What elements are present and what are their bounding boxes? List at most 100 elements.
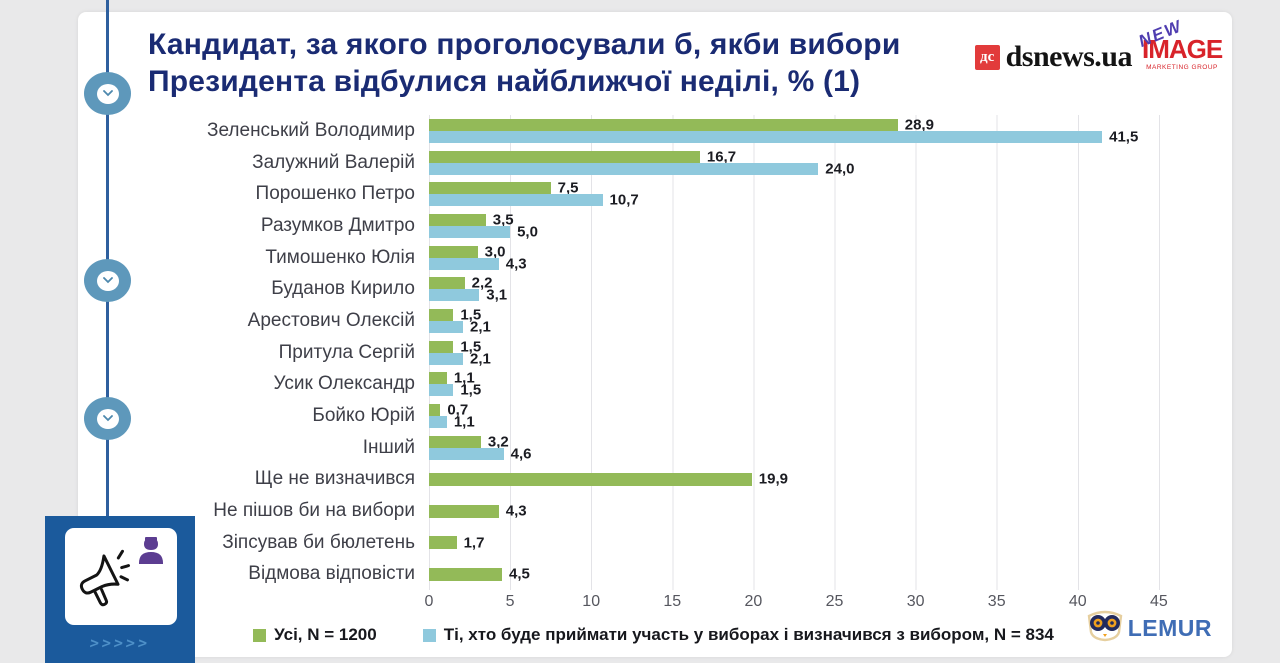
category-label: Відмова відповісти bbox=[248, 563, 415, 585]
value-label: 24,0 bbox=[825, 160, 855, 178]
dsnews-wordmark: dsnews.ua bbox=[1005, 40, 1133, 73]
value-label: 7,5 bbox=[557, 179, 579, 197]
x-tick-label: 45 bbox=[1149, 593, 1168, 611]
value-label: 0,7 bbox=[447, 401, 469, 419]
bar: 16,7 bbox=[429, 148, 736, 165]
x-tick-label: 20 bbox=[744, 593, 763, 611]
value-label: 1,5 bbox=[460, 381, 482, 399]
bar-group: 16,7 24,0 bbox=[429, 146, 1169, 179]
bar-group: 28,9 41,5 bbox=[429, 115, 1169, 147]
bar-group: 3,2 4,6 bbox=[429, 431, 1169, 464]
new-image-subtitle: MARKETING GROUP bbox=[1146, 64, 1218, 71]
value-label: 1,5 bbox=[460, 338, 482, 356]
value-label: 4,6 bbox=[510, 445, 532, 463]
chart-row: Разумков Дмитро 3,5 5,0 bbox=[138, 210, 1184, 242]
bar: 4,3 bbox=[429, 255, 527, 272]
promo-tile: >>>>> bbox=[45, 516, 195, 663]
bar: 3,0 bbox=[429, 243, 506, 260]
chevron-down-icon bbox=[96, 83, 119, 104]
chart-row: Відмова відповісти 4,5 bbox=[138, 558, 1184, 591]
bar: 1,5 bbox=[429, 306, 481, 323]
x-tick-label: 40 bbox=[1068, 593, 1087, 611]
bar-group: 1,5 2,1 bbox=[429, 336, 1169, 369]
category-label: Арестович Олексій bbox=[247, 309, 415, 331]
bar-group: 3,5 5,0 bbox=[429, 210, 1169, 242]
bar-group: 1,7 bbox=[429, 526, 1169, 559]
category-label: Порошенко Петро bbox=[255, 183, 415, 205]
x-tick-label: 15 bbox=[663, 593, 682, 611]
bar: 10,7 bbox=[429, 192, 639, 209]
bar: 1,5 bbox=[429, 338, 481, 355]
chart-row: Усик Олександр 1,1 1,5 bbox=[138, 368, 1184, 401]
x-tick-label: 10 bbox=[582, 593, 601, 611]
bar: 1,1 bbox=[429, 414, 475, 431]
bar: 1,1 bbox=[429, 370, 475, 387]
x-axis: 0 5 10 15 20 25 30 35 40 45 bbox=[138, 590, 1184, 616]
category-label: Притула Сергій bbox=[278, 341, 415, 363]
value-label: 3,5 bbox=[492, 211, 514, 229]
chart-row: Тимошенко Юлія 3,0 4,3 bbox=[138, 241, 1184, 274]
bar: 7,5 bbox=[429, 180, 579, 197]
category-label: Інший bbox=[362, 436, 415, 458]
bar-group: 0,7 1,1 bbox=[429, 400, 1169, 432]
bar-group: 3,0 4,3 bbox=[429, 241, 1169, 274]
chart-row: Залужний Валерій 16,7 24,0 bbox=[138, 146, 1184, 179]
person-icon bbox=[135, 535, 167, 572]
megaphone-icon bbox=[73, 546, 137, 615]
legend-swatch-voters bbox=[422, 628, 436, 642]
legend-swatch-all bbox=[253, 628, 267, 642]
bar: 0,7 bbox=[429, 402, 468, 419]
chart-rows: Зеленський Володимир 28,9 41,5 Залужний Вал… bbox=[138, 115, 1184, 591]
chart-row: Інший 3,2 4,6 bbox=[138, 431, 1184, 464]
category-label: Буданов Кирило bbox=[271, 278, 415, 300]
bar: 5,0 bbox=[429, 223, 538, 240]
timeline-bullet-button-3[interactable] bbox=[84, 397, 131, 440]
chart-row: Бойко Юрій 0,7 1,1 bbox=[138, 400, 1184, 432]
chart-row: Не пішов би на вибори 4,3 bbox=[138, 495, 1184, 527]
value-label: 2,2 bbox=[471, 274, 493, 292]
timeline-bullet-button-2[interactable] bbox=[84, 259, 131, 302]
chart-row: Притула Сергій 1,5 2,1 bbox=[138, 336, 1184, 369]
bar-group: 19,9 bbox=[429, 463, 1169, 496]
value-label: 3,2 bbox=[487, 433, 509, 451]
bar: 4,5 bbox=[429, 566, 530, 583]
bar-group: 1,1 1,5 bbox=[429, 368, 1169, 401]
chart-row: Арестович Олексій 1,5 2,1 bbox=[138, 305, 1184, 337]
bar-group: 4,3 bbox=[429, 495, 1169, 527]
chart-row: Ще не визначився 19,9 bbox=[138, 463, 1184, 496]
forward-chevrons-icon: >>>>> bbox=[88, 634, 152, 652]
bar: 41,5 bbox=[429, 128, 1138, 145]
category-label: Бойко Юрій bbox=[312, 405, 415, 427]
value-label: 2,1 bbox=[470, 350, 491, 368]
bar: 2,2 bbox=[429, 275, 493, 292]
chart-title: Кандидат, за якого проголосували б, якби… bbox=[148, 28, 901, 99]
value-label: 10,7 bbox=[609, 191, 639, 209]
promo-card bbox=[65, 528, 177, 625]
category-label: Зеленський Володимир bbox=[207, 119, 415, 141]
x-axis-ticks: 0 5 10 15 20 25 30 35 40 45 bbox=[425, 590, 1169, 616]
category-label: Усик Олександр bbox=[273, 373, 415, 395]
x-tick-label: 35 bbox=[987, 593, 1006, 611]
bar: 4,3 bbox=[429, 503, 527, 520]
value-label: 1,1 bbox=[453, 369, 475, 387]
bar: 3,5 bbox=[429, 211, 514, 228]
value-label: 3,1 bbox=[486, 286, 508, 304]
dsnews-logo: дс dsnews.ua bbox=[974, 40, 1133, 74]
chart-row: Зіпсував би бюлетень 1,7 bbox=[138, 526, 1184, 559]
bar: 3,2 bbox=[429, 433, 509, 450]
new-image-logo: NEW IMAGE MARKETING GROUP bbox=[1136, 16, 1223, 71]
x-tick-label: 5 bbox=[505, 593, 515, 611]
bar-group: 7,5 10,7 bbox=[429, 178, 1169, 211]
legend-item-voters: Ті, хто буде приймати участь у виборах і… bbox=[422, 625, 1054, 645]
category-label: Разумков Дмитро bbox=[260, 214, 415, 236]
chart-row: Порошенко Петро 7,5 10,7 bbox=[138, 178, 1184, 211]
chart-row: Буданов Кирило 2,2 3,1 bbox=[138, 273, 1184, 306]
category-label: Зіпсував би бюлетень bbox=[222, 531, 415, 553]
value-label: 41,5 bbox=[1109, 128, 1139, 146]
lemur-logo: LEMUR bbox=[1086, 610, 1212, 647]
dsnews-badge-icon: дс bbox=[974, 44, 1000, 70]
bar: 19,9 bbox=[429, 471, 788, 488]
bar-group: 1,5 2,1 bbox=[429, 305, 1169, 337]
timeline-bullet-button-1[interactable] bbox=[84, 72, 131, 115]
